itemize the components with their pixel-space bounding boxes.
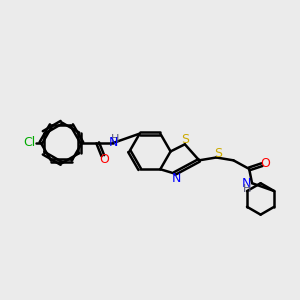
Text: O: O bbox=[260, 157, 270, 170]
Text: H: H bbox=[111, 134, 120, 144]
Text: H: H bbox=[243, 184, 251, 194]
Text: S: S bbox=[181, 134, 189, 146]
Text: O: O bbox=[99, 153, 109, 166]
Text: N: N bbox=[171, 172, 181, 185]
Text: N: N bbox=[109, 136, 118, 149]
Text: Cl: Cl bbox=[23, 136, 36, 149]
Text: S: S bbox=[214, 147, 222, 160]
Text: N: N bbox=[242, 177, 252, 190]
